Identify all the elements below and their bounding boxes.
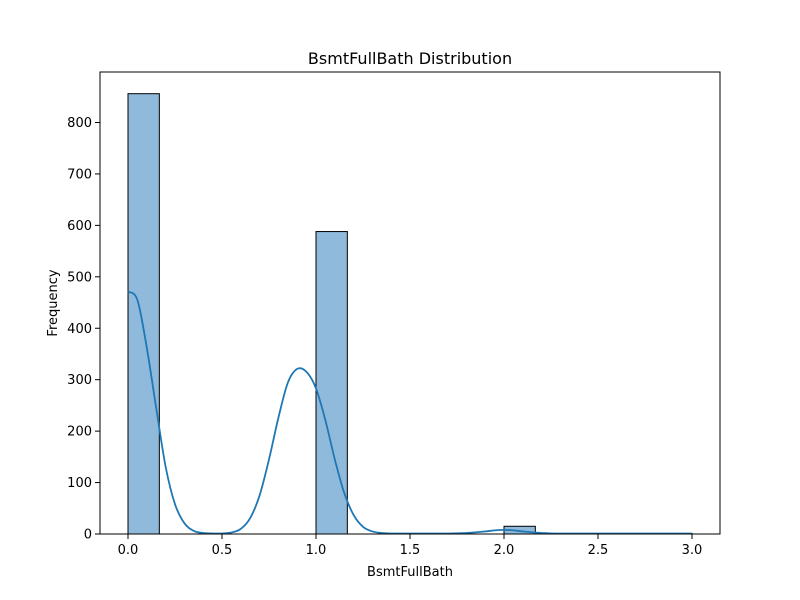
y-tick-label: 400	[67, 322, 92, 337]
x-tick-label: 1.5	[400, 543, 421, 558]
x-tick-label: 3.0	[682, 543, 703, 558]
y-tick-label: 800	[67, 116, 92, 131]
x-tick-label: 2.0	[494, 543, 515, 558]
y-tick-label: 300	[67, 373, 92, 388]
x-tick-label: 2.5	[588, 543, 609, 558]
y-tick-label: 0	[84, 528, 92, 543]
chart-title: BsmtFullBath Distribution	[308, 49, 512, 68]
x-axis-label: BsmtFullBath	[367, 565, 453, 580]
x-tick-label: 0.0	[118, 543, 139, 558]
y-axis-label: Frequency	[46, 269, 61, 336]
histogram-bar	[127, 93, 160, 535]
y-tick-label: 500	[67, 270, 92, 285]
kde-curve	[127, 290, 692, 535]
kde-layer	[127, 290, 692, 535]
y-tick-label: 100	[67, 476, 92, 491]
x-axis-ticks: 0.0 0.5 1.0 1.5 2.0 2.5 3.0	[118, 534, 703, 558]
x-tick-label: 0.5	[212, 543, 233, 558]
bars-layer	[127, 93, 693, 535]
y-axis-ticks: 0 100 200 300 400 500 600 700 800	[67, 116, 100, 543]
y-tick-label: 600	[67, 219, 92, 234]
y-tick-label: 700	[67, 167, 92, 182]
x-tick-label: 1.0	[306, 543, 327, 558]
y-tick-label: 200	[67, 425, 92, 440]
